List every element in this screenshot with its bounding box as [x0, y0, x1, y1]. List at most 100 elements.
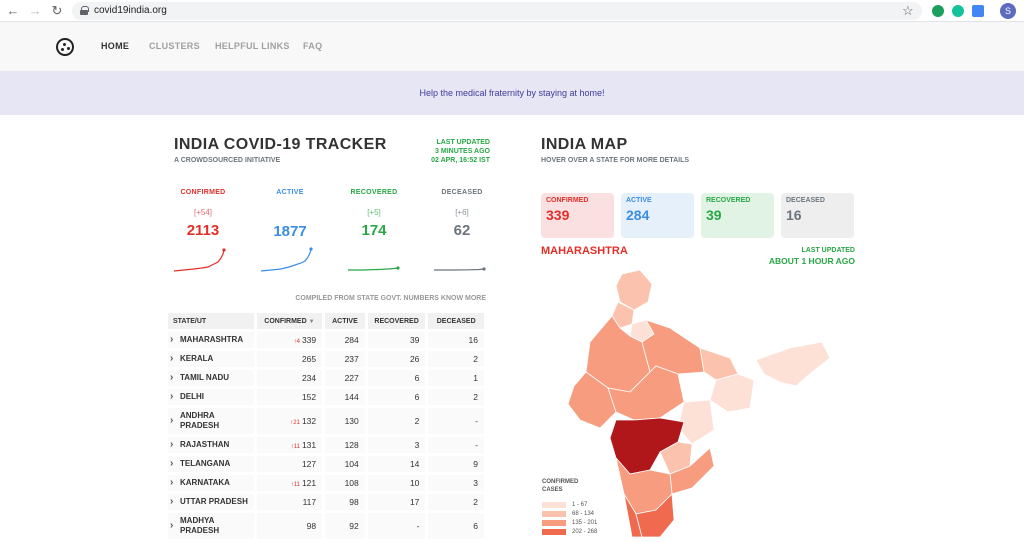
map-stat-value: 16: [786, 207, 802, 223]
confirmed-value: 152: [301, 392, 317, 402]
stat-delta: [+6]: [455, 208, 469, 217]
nav-faq[interactable]: FAQ: [303, 41, 323, 51]
compiled-note[interactable]: COMPILED FROM STATE GOVT. NUMBERS KNOW M…: [295, 295, 486, 302]
map-stat-value: 39: [706, 207, 722, 223]
india-map[interactable]: [560, 262, 860, 537]
stat-value: 62: [453, 222, 471, 239]
legend-title-line-1: CONFIRMED: [542, 479, 579, 485]
state-name: KARNATAKA: [168, 475, 254, 491]
legend-swatch: [542, 511, 566, 517]
cell-confirmed: ↑11 131: [256, 437, 323, 453]
cell-deceased: 6: [428, 513, 484, 539]
last-updated-label: LAST UPDATED: [436, 139, 490, 146]
nav-clusters[interactable]: CLUSTERS: [149, 41, 200, 51]
sparkline-recovered: [348, 266, 400, 271]
bookmark-star-icon[interactable]: ☆: [902, 3, 914, 18]
legend-label: 1 - 67: [572, 502, 588, 508]
cell-confirmed: 117: [256, 494, 323, 510]
map-region-east: [709, 373, 755, 413]
cell-active: 130: [325, 408, 365, 434]
cell-confirmed: ↑21 132: [256, 408, 323, 434]
confirmed-value: 127: [301, 459, 317, 469]
stat-value: 1877: [273, 223, 307, 240]
map-last-updated-ago: ABOUT 1 HOUR AGO: [768, 256, 855, 266]
cell-confirmed: 265: [256, 351, 323, 367]
map-last-updated: LAST UPDATED ABOUT 1 HOUR AGO: [740, 247, 855, 266]
last-updated-time: 02 APR, 16:52 IST: [431, 157, 490, 164]
stat-confirmed: CONFIRMED [+54] 2113: [168, 189, 238, 239]
cell-active: 144: [325, 389, 365, 405]
map-stat-recovered: RECOVERED 39: [701, 193, 774, 238]
map-stat-value: 284: [626, 207, 650, 223]
cell-active: 128: [325, 437, 365, 453]
nav-home[interactable]: HOME: [101, 41, 130, 51]
page-subtitle: A CROWDSOURCED INITIATIVE: [174, 157, 281, 164]
translate-icon[interactable]: [972, 5, 984, 17]
stat-label: RECOVERED: [350, 189, 398, 196]
extension-icon[interactable]: [932, 5, 944, 17]
reload-icon[interactable]: ↻: [51, 2, 63, 18]
site-navbar: HOME CLUSTERS HELPFUL LINKS FAQ: [0, 22, 1024, 71]
cell-active: 284: [325, 332, 365, 348]
header-state[interactable]: STATE/UT: [168, 313, 254, 329]
stat-label: CONFIRMED: [180, 189, 226, 196]
cell-active: 92: [325, 513, 365, 539]
nav-helpful-links[interactable]: HELPFUL LINKS: [215, 41, 290, 51]
map-region-tamilnadu: [635, 493, 675, 537]
state-name: MADHYA PRADESH: [168, 513, 254, 539]
stat-delta: [+54]: [193, 208, 212, 217]
cell-deceased: 3: [428, 475, 484, 491]
cell-active: 104: [325, 456, 365, 472]
sort-caret-icon: ▼: [308, 318, 315, 325]
confirmed-delta: ↑21: [290, 420, 300, 426]
stat-deceased: DECEASED [+6] 62: [427, 189, 497, 239]
header-confirmed-label: CONFIRMED: [264, 317, 307, 325]
map-region-telangana: [659, 441, 693, 475]
stat-value: 174: [361, 222, 387, 239]
header-active[interactable]: ACTIVE: [325, 313, 365, 329]
map-title: INDIA MAP: [541, 136, 628, 153]
address-bar[interactable]: covid19india.org: [72, 1, 922, 20]
header-recovered[interactable]: RECOVERED: [367, 313, 426, 329]
grammarly-icon[interactable]: [952, 5, 964, 17]
last-updated-ago: 3 MINUTES AGO: [435, 148, 490, 155]
stat-value: 2113: [186, 222, 220, 239]
state-name: TELANGANA: [168, 456, 254, 472]
cell-recovered: 3: [367, 437, 426, 453]
cell-deceased: 1: [428, 370, 484, 386]
legend-swatch: [542, 502, 566, 508]
map-stat-value: 339: [546, 207, 570, 223]
confirmed-delta: ↑4: [293, 339, 300, 345]
map-stat-confirmed: CONFIRMED 339: [541, 193, 614, 238]
confirmed-value: 265: [301, 354, 317, 364]
stat-delta: [+5]: [367, 208, 381, 217]
cell-recovered: 6: [367, 370, 426, 386]
state-name: TAMIL NADU: [168, 370, 254, 386]
virus-logo-icon[interactable]: [56, 38, 74, 56]
map-region-gujarat: [567, 371, 617, 429]
cell-recovered: -: [367, 513, 426, 539]
header-deceased[interactable]: DECEASED: [428, 313, 484, 329]
profile-avatar[interactable]: S: [1000, 3, 1016, 19]
legend-title: CONFIRMED CASES: [542, 478, 578, 494]
header-confirmed[interactable]: CONFIRMED ▼: [256, 313, 323, 329]
cell-confirmed: 98: [256, 513, 323, 539]
forward-icon[interactable]: →: [28, 3, 42, 18]
cell-deceased: 9: [428, 456, 484, 472]
sparkline-deceased: [434, 267, 486, 271]
back-icon[interactable]: ←: [6, 3, 20, 18]
legend-title-line-2: CASES: [542, 487, 563, 493]
stat-active: ACTIVE 1877: [255, 189, 325, 240]
map-region-northeast: [755, 341, 831, 387]
table-row[interactable]: MADHYA PRADESH 98 92-6: [168, 513, 484, 539]
map-stat-label: CONFIRMED: [546, 197, 589, 204]
